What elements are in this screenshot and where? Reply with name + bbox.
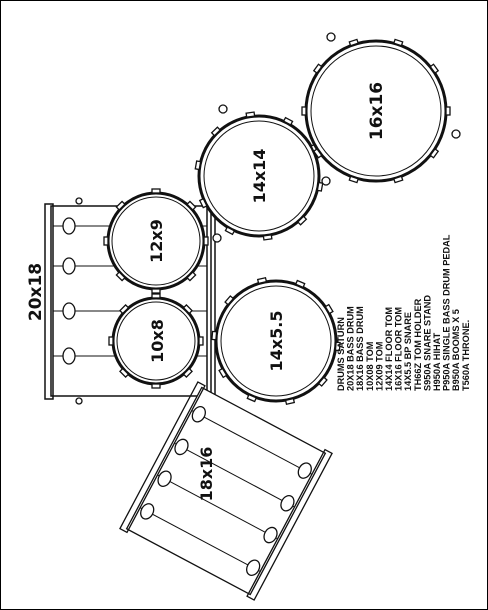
tension-lug: [210, 126, 222, 137]
tension-lug: [393, 175, 404, 184]
svg-text:DRUMS SATURN 20X18 BASS: DRUMS SATURN 20X18 BASS DRUM 18X16 BASS …: [336, 232, 471, 391]
label-tom-12x9: 12x9: [147, 219, 166, 263]
claw-hook-icon: [174, 438, 189, 456]
tension-lug: [151, 293, 161, 299]
spec-line: T560A THRONE.: [461, 320, 471, 391]
tension-lug: [194, 160, 202, 171]
spec-line: 14X5.5 BP SNARE: [403, 312, 413, 391]
tension-lug: [224, 226, 236, 236]
claw-hook-icon: [191, 406, 206, 423]
tension-lug: [296, 215, 308, 226]
tom-12x9: [103, 188, 209, 294]
tension-lug: [348, 38, 359, 47]
tension-lug: [198, 197, 208, 209]
spec-line: 20X18 BASS DRUM: [346, 306, 356, 391]
tom-10x8: [108, 293, 204, 389]
tension-lug: [294, 279, 306, 289]
claw-hook-icon: [62, 302, 76, 320]
tension-lug: [301, 106, 307, 116]
tension-rod: [157, 474, 278, 540]
label-floor-16x16: 16x16: [367, 82, 387, 140]
floor-leg-icon: [326, 32, 336, 42]
claw-hook-icon: [62, 217, 76, 235]
claw-hook-icon: [62, 257, 76, 275]
tension-lug: [312, 63, 323, 74]
tension-lug: [211, 330, 218, 341]
spur-icon: [75, 197, 83, 205]
label-bass-20x18: 20x18: [26, 263, 46, 321]
tension-lug: [182, 304, 193, 315]
floor-leg-icon: [218, 104, 228, 114]
tension-lug: [115, 271, 126, 282]
claw-hook-icon: [280, 495, 295, 512]
spec-line: 16X16 FLOOR TOM: [394, 307, 404, 391]
label-snare-14x5-5: 14x5.5: [267, 311, 286, 372]
claw-hook-icon: [157, 470, 172, 487]
spec-line: H950A HIHAT: [432, 332, 442, 391]
tension-lug: [393, 38, 404, 47]
spec-line: 18X16 BASS DRUM: [355, 306, 365, 391]
tension-lug: [282, 116, 294, 126]
floor-leg-icon: [321, 176, 331, 186]
tension-lug: [203, 236, 209, 246]
tension-lug: [284, 397, 296, 406]
claw-hook-icon: [140, 503, 155, 520]
tension-lug: [151, 383, 161, 389]
spur-icon: [75, 397, 83, 405]
claw-hook-icon: [263, 526, 278, 544]
floor-leg-icon: [212, 233, 222, 243]
tension-rod: [139, 507, 261, 572]
claw-hook-icon: [297, 462, 312, 479]
tension-lug: [317, 376, 328, 387]
tension-lug: [316, 181, 324, 192]
tension-lug: [186, 271, 197, 282]
tension-lug: [245, 111, 256, 118]
tension-rod: [174, 442, 295, 508]
tension-lug: [151, 288, 161, 294]
bass-drum-18x16: [119, 381, 333, 601]
spec-line: 10X08 TOM: [365, 341, 375, 391]
tension-lug: [182, 367, 193, 378]
tension-lug: [218, 367, 228, 379]
spec-line: 14X14 FLOOR TOM: [384, 307, 394, 391]
tension-lug: [119, 367, 130, 378]
spec-line: DRUMS SATURN: [336, 317, 346, 391]
tension-lug: [429, 63, 440, 74]
spec-line: S950A SNARE STAND: [422, 295, 432, 391]
spec-line: TH66Z TOM HOLDER: [413, 298, 423, 391]
tension-lug: [151, 188, 161, 194]
tension-lug: [186, 200, 197, 211]
tension-lug: [334, 341, 341, 352]
tension-lug: [198, 336, 204, 346]
tension-lug: [246, 393, 258, 403]
snare-14x5-5: [211, 276, 341, 406]
tension-lug: [348, 175, 359, 184]
claw-hook-icon: [62, 347, 76, 365]
tension-rod: [191, 410, 313, 475]
floor-leg-icon: [451, 129, 461, 139]
tension-lug: [256, 276, 268, 285]
tension-lug: [445, 106, 451, 116]
tension-lug: [312, 148, 323, 159]
floor-tom-16x16: [301, 38, 451, 184]
tension-lug: [429, 148, 440, 159]
tension-lug: [324, 303, 334, 315]
label-bass-18x16: 18x16: [197, 447, 216, 502]
tension-lug: [115, 200, 126, 211]
tension-lug: [119, 304, 130, 315]
tension-lug: [224, 295, 235, 306]
floor-tom-14x14: [194, 111, 324, 241]
spec-line: B950A BOOMS X 5: [451, 309, 461, 391]
spec-list: DRUMS SATURN 20X18 BASS DRUM 18X16 BASS …: [336, 232, 471, 391]
tension-lug: [103, 236, 109, 246]
spec-line: P950A SINGLE BASS DRUM PEDAL: [442, 234, 452, 391]
label-floor-14x14: 14x14: [250, 149, 269, 204]
label-tom-10x8: 10x8: [148, 319, 167, 363]
tension-lug: [108, 336, 114, 346]
tension-lug: [262, 234, 273, 241]
spec-line: 12X09 TOM: [374, 341, 384, 391]
claw-hook-icon: [246, 559, 261, 576]
